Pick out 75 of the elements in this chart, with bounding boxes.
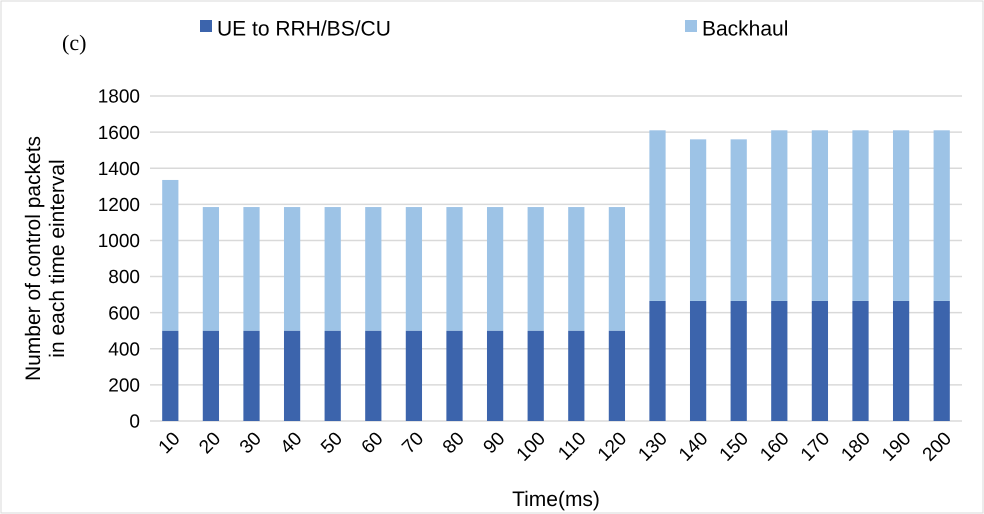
bar [243,330,260,421]
bar [892,300,910,421]
bar [771,130,788,301]
bar [608,330,626,421]
bar [202,330,220,421]
bar [324,330,341,421]
x-tick-label: 110 [554,428,591,465]
x-tick-label: 140 [675,428,712,466]
x-tick-label: 150 [716,428,753,466]
x-tick-label: 120 [594,428,632,466]
bar [649,300,666,421]
y-tick-label: 1400 [98,158,140,180]
x-tick-label: 10 [154,428,185,458]
legend-label: Backhaul [702,17,788,40]
bar [568,330,584,421]
x-tick-label: 60 [358,428,388,458]
bar [690,139,706,301]
x-tick-label: 80 [438,428,469,458]
bar [446,207,463,331]
bar [446,330,463,421]
bar [892,130,910,301]
x-tick-label: 160 [756,428,794,466]
text: (c) [62,30,86,55]
bar [608,207,626,331]
y-tick-label: 1200 [98,194,140,216]
bar [324,207,341,331]
y-tick-label: 800 [108,267,140,288]
bar [649,130,666,301]
bar [528,330,544,421]
y-tick-label: 200 [108,376,140,397]
y-tick-label: 1000 [98,231,140,252]
bar [162,330,178,421]
bar [730,300,747,421]
bar [812,300,828,421]
x-axis-title: Time(ms) [512,488,600,511]
bar [528,207,544,331]
bar [934,300,950,421]
x-tick-label: 180 [837,428,875,466]
bar [934,130,950,301]
bar [284,207,300,331]
y-tick-label: 400 [108,339,140,360]
x-tick-label: 90 [480,428,510,458]
bar [852,130,869,301]
y-tick-label: 0 [129,412,140,433]
bar [406,330,422,421]
bar [365,207,382,331]
bar [406,207,422,331]
bar [730,139,747,301]
x-tick-label: 70 [398,428,428,458]
bar [162,180,178,331]
bar [690,300,706,421]
bar [486,207,504,331]
y-tick-label: 600 [108,303,140,324]
bar [852,300,869,421]
x-tick-label: 40 [276,428,306,458]
x-tick-label: 100 [512,428,550,466]
bar [771,300,788,421]
bar [284,330,300,421]
bar [486,330,504,421]
y-tick-label: 1800 [98,86,140,108]
x-tick-label: 190 [878,428,916,466]
bar [202,207,220,331]
x-tick-label: 170 [796,428,834,466]
x-tick-label: 200 [918,428,956,466]
bar [243,207,260,331]
y-tick-label: 1600 [98,122,140,144]
x-tick-label: 30 [236,428,266,458]
x-tick-label: 50 [317,428,347,458]
bar [812,130,828,301]
bar [568,207,584,331]
x-tick-label: 20 [195,428,226,458]
x-tick-label: 130 [634,428,672,466]
y-axis-title: Number of control packets in each time einterval [22,136,70,382]
bar [365,330,382,421]
legend-label: UE to RRH/BS/CU [217,17,391,40]
